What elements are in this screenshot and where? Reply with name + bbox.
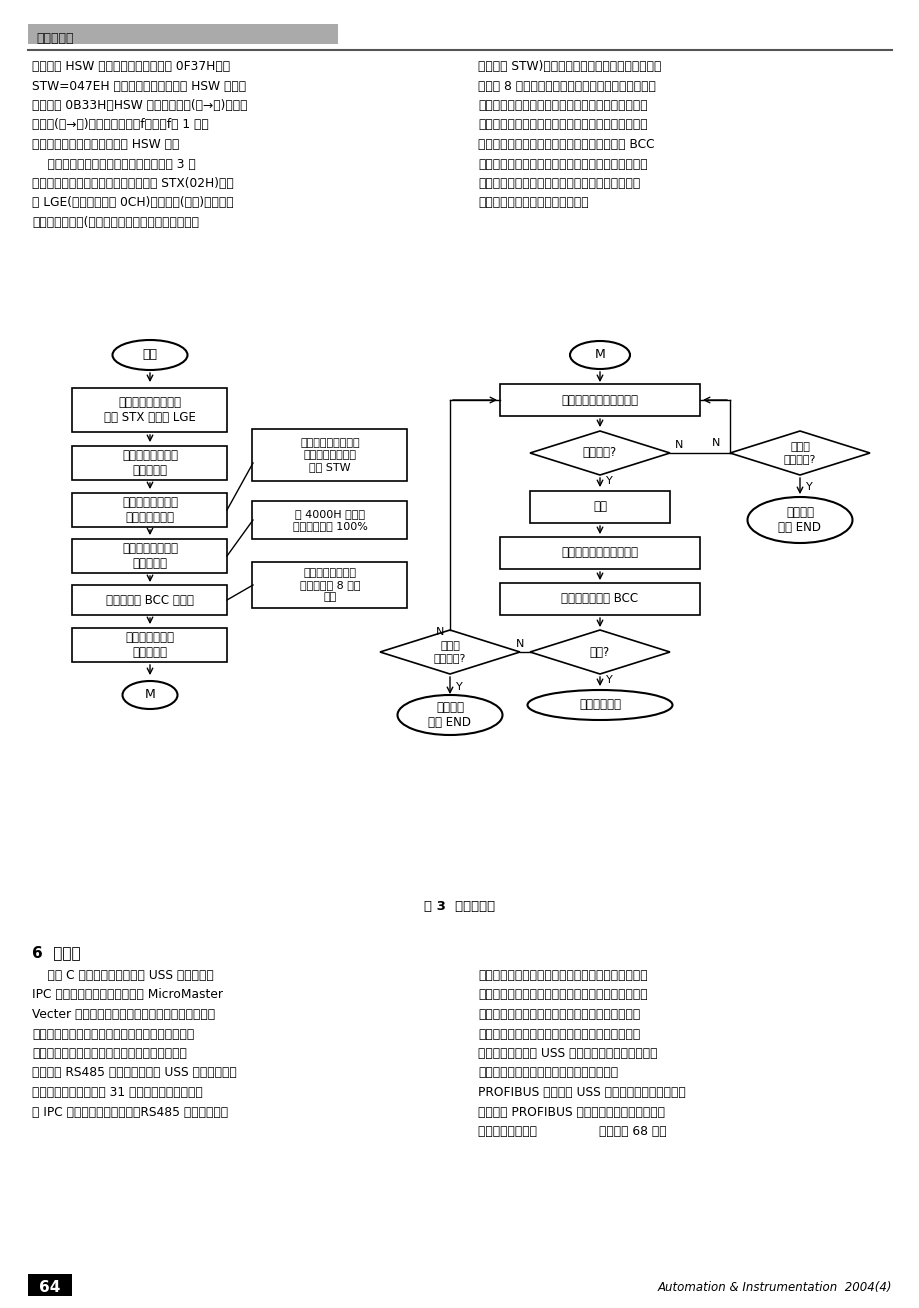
Text: 开始: 开始 (142, 348, 157, 361)
Text: 通过串口发送缓冲区内容: 通过串口发送缓冲区内容 (561, 394, 638, 407)
Text: 示，首先设置通信报文，包括起始字符 STX(02H)、长: 示，首先设置通信报文，包括起始字符 STX(02H)、长 (32, 177, 233, 190)
Text: 控制字符 STW)以及频率给定值。将全部报文进行异: 控制字符 STW)以及频率给定值。将全部报文进行异 (478, 60, 661, 73)
Bar (73, 585, 227, 615)
Text: 以 4000H 表示变
频器设定值的 100%: 以 4000H 表示变 频器设定值的 100% (292, 509, 367, 531)
Text: 将报文写人串卡
发送缓冲区: 将报文写人串卡 发送缓冲区 (125, 630, 175, 659)
Text: 实际值(从→主)。若要进行频率f设置且f取 1 位小: 实际值(从→主)。若要进行频率f设置且f取 1 位小 (32, 119, 209, 132)
Text: 行频率为 HSW 设定，达到频率，返回 0F37H；若: 行频率为 HSW 设定，达到频率，返回 0F37H；若 (32, 60, 230, 73)
Text: 正确?: 正确? (589, 646, 609, 658)
Bar (499, 538, 699, 569)
Text: 64: 64 (40, 1281, 61, 1295)
Text: Automation & Instrumentation  2004(4): Automation & Instrumentation 2004(4) (657, 1282, 891, 1295)
Text: Vecter 变频器之间的通信，已经成功地实现了工控: Vecter 变频器之间的通信，已经成功地实现了工控 (32, 1008, 215, 1022)
Text: M: M (594, 348, 605, 361)
Text: M: M (144, 688, 155, 701)
Text: Y: Y (606, 476, 612, 487)
Ellipse shape (112, 340, 187, 370)
Polygon shape (529, 432, 669, 475)
Text: 频器的控制命令(选择启动、停止、查询等命令写入: 频器的控制命令(选择启动、停止、查询等命令写入 (32, 216, 199, 229)
Polygon shape (729, 432, 869, 475)
Bar (73, 388, 227, 432)
Text: 过串口发送缓冲区内容，若发送成功，延时后读取串: 过串口发送缓冲区内容，若发送成功，延时后读取串 (478, 99, 647, 112)
Text: 制。通过 RS485 串行连接及采用 USS 通信协议，其: 制。通过 RS485 串行连接及采用 USS 通信协议，其 (32, 1066, 236, 1079)
Text: IPC 工控机与西门子公司生产的 MicroMaster: IPC 工控机与西门子公司生产的 MicroMaster (32, 989, 222, 1002)
Text: 调速系统的研究。                （下转第 68 页）: 调速系统的研究。 （下转第 68 页） (478, 1125, 666, 1138)
Text: PROFIBUS 能够克服 USS 的这一缺点，正在利用它: PROFIBUS 能够克服 USS 的这一缺点，正在利用它 (478, 1086, 685, 1099)
Text: 给出错误
信息 END: 给出错误 信息 END (777, 506, 821, 534)
Text: N: N (711, 438, 720, 449)
Ellipse shape (570, 341, 630, 369)
Bar (28, 1274, 72, 1296)
Text: 回错误信息；若正确则返回调用程序来选择控制命: 回错误信息；若正确则返回调用程序来选择控制命 (478, 177, 640, 190)
Text: 方式，能够更好地抑止干扰，提高系统的可靠性。该: 方式，能够更好地抑止干扰，提高系统的可靠性。该 (478, 969, 647, 982)
Ellipse shape (746, 497, 852, 543)
Polygon shape (529, 630, 669, 674)
Bar (499, 583, 699, 615)
Text: 进行使用 PROFIBUS 现场总线组成高性能变频器: 进行使用 PROFIBUS 现场总线组成高性能变频器 (478, 1105, 664, 1118)
Text: 数，可换算成十六进制，填入 HSW 区。: 数，可换算成十六进制，填入 HSW 区。 (32, 139, 179, 150)
Text: 给出错误
信息 END: 给出错误 信息 END (428, 701, 471, 729)
Text: 到最大
发送次数?: 到最大 发送次数? (783, 442, 815, 464)
Text: 设置通信报文中的
变频器地址: 设置通信报文中的 变频器地址 (122, 449, 177, 477)
Text: 集和处理运行数据，具有很大的实用性。相信随着: 集和处理运行数据，具有很大的实用性。相信随着 (478, 1008, 640, 1022)
Text: 卡接收缓冲区内容；若不成功，则重新发送，直到最: 卡接收缓冲区内容；若不成功，则重新发送，直到最 (478, 119, 647, 132)
Text: 发送成功?: 发送成功? (583, 446, 617, 459)
Text: N: N (675, 439, 683, 450)
Text: 将全部报文进行异
或处理产生 8 位校
验码: 将全部报文进行异 或处理产生 8 位校 验码 (300, 569, 360, 602)
Text: 台 IPC 对多台变频器的控制。RS485 采用差动输入: 台 IPC 对多台变频器的控制。RS485 采用差动输入 (32, 1105, 228, 1118)
Text: 码，若不正确则重新发送报文，直到最大发送次数返: 码，若不正确则重新发送报文，直到最大发送次数返 (478, 157, 647, 170)
Text: 机对变频器的远程控制，并能实时检测变频器的运: 机对变频器的远程控制，并能实时检测变频器的运 (32, 1028, 194, 1040)
Text: 的缺陷，不能满足高速通信系统的要求，而: 的缺陷，不能满足高速通信系统的要求，而 (478, 1066, 618, 1079)
Bar (73, 628, 227, 662)
Text: 读取串卡接收缓冲区内容: 读取串卡接收缓冲区内容 (561, 547, 638, 560)
Text: 效，返回 0B33H。HSW 为频率设定值(主→从)或频率: 效，返回 0B33H。HSW 为频率设定值(主→从)或频率 (32, 99, 247, 112)
Text: 6  结束语: 6 结束语 (32, 944, 81, 960)
Text: 变频调速领域的扩展，这种监控系统将会有更广泛: 变频调速领域的扩展，这种监控系统将会有更广泛 (478, 1028, 640, 1040)
Text: 或产生 8 位校验码。将报文写入串卡发送缓冲区，通: 或产生 8 位校验码。将报文写入串卡发送缓冲区，通 (478, 80, 655, 93)
Bar (499, 385, 699, 416)
Text: 返回调用程序: 返回调用程序 (578, 698, 620, 712)
Bar (252, 501, 407, 539)
Text: 令，从而实现对电机的远程控制。: 令，从而实现对电机的远程控制。 (478, 196, 588, 209)
Bar (252, 429, 407, 481)
Bar (529, 490, 669, 523)
Text: 工控机与变频器间的通信子流程图如图 3 所: 工控机与变频器间的通信子流程图如图 3 所 (32, 157, 196, 170)
Text: 设置通信报文中的
频率给定值: 设置通信报文中的 频率给定值 (122, 542, 177, 570)
Ellipse shape (397, 695, 502, 735)
Text: Y: Y (606, 675, 612, 685)
Text: 度 LGE(长报文应设为 0CH)、变频器(从站)地址、变: 度 LGE(长报文应设为 0CH)、变频器(从站)地址、变 (32, 196, 233, 209)
Text: 的应用前景。介于 USS 协议在高速通信时存在一定: 的应用前景。介于 USS 协议在高速通信时存在一定 (478, 1046, 657, 1059)
Bar (73, 493, 227, 527)
Bar (252, 562, 407, 608)
Text: N: N (436, 627, 444, 637)
Text: 系统操作直观，灵活方便，工作准确可靠，能实时采: 系统操作直观，灵活方便，工作准确可靠，能实时采 (478, 989, 647, 1002)
Text: STW=047EH 则电机停止运行，此时 HSW 的值无: STW=047EH 则电机停止运行，此时 HSW 的值无 (32, 80, 246, 93)
Text: 图 3  通信流程图: 图 3 通信流程图 (424, 900, 495, 913)
Ellipse shape (527, 691, 672, 719)
Text: 到最大
读取次数?: 到最大 读取次数? (434, 641, 466, 663)
Polygon shape (380, 630, 519, 674)
Text: 选择启动、停止、查
询等命令写人控制
字符 STW: 选择启动、停止、查 询等命令写人控制 字符 STW (300, 438, 359, 472)
Text: 检查返回报文的 BCC: 检查返回报文的 BCC (561, 593, 638, 606)
Text: 行状况，实现了对电机的启动与停止的监测与控: 行状况，实现了对电机的启动与停止的监测与控 (32, 1046, 187, 1059)
Bar (28, 24, 337, 44)
Text: Y: Y (456, 681, 462, 692)
Text: Y: Y (805, 483, 811, 492)
Text: 计算机应用: 计算机应用 (36, 31, 74, 44)
Text: 大发送次数，返回错误信息。检查返回报文的 BCC: 大发送次数，返回错误信息。检查返回报文的 BCC (478, 139, 654, 150)
Text: 设置通信报文的起始
字符 STX 和长度 LGE: 设置通信报文的起始 字符 STX 和长度 LGE (104, 396, 196, 424)
Text: 产生报文的 BCC 校验码: 产生报文的 BCC 校验码 (106, 594, 194, 607)
Text: 利用 C 语言编程设计的基于 USS 通信协议的: 利用 C 语言编程设计的基于 USS 通信协议的 (32, 969, 213, 982)
Ellipse shape (122, 681, 177, 709)
Text: 延时: 延时 (593, 501, 607, 514)
Text: 设置通信报文中的
变频器控制命令: 设置通信报文中的 变频器控制命令 (122, 496, 177, 525)
Bar (73, 446, 227, 480)
Text: 远程控制能力能够达到 31 台变频器，从而实现一: 远程控制能力能够达到 31 台变频器，从而实现一 (32, 1086, 202, 1099)
Bar (73, 539, 227, 573)
Text: N: N (515, 640, 524, 649)
